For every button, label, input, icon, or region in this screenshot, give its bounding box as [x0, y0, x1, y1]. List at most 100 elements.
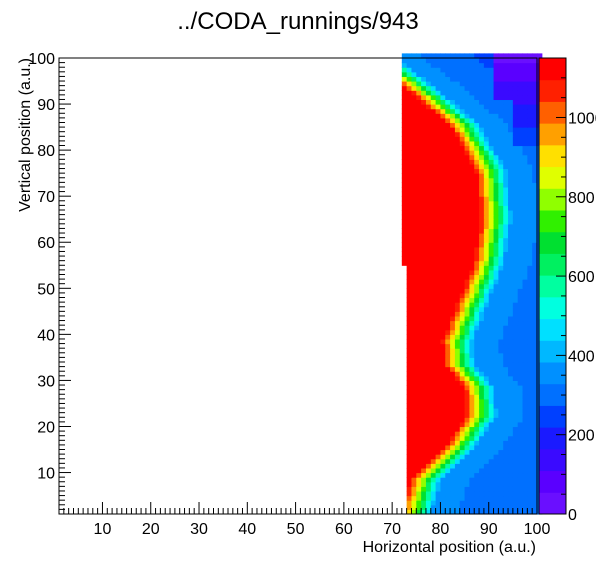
heatmap-cell — [469, 196, 475, 202]
heatmap-cell — [440, 348, 446, 354]
heatmap-cell — [493, 509, 499, 515]
x-tick-label: 40 — [238, 521, 256, 538]
heatmap-cell — [440, 357, 446, 363]
heatmap-cell — [416, 260, 422, 266]
heatmap-cell — [522, 325, 528, 331]
heatmap-cell — [527, 444, 533, 451]
heatmap-cell — [527, 159, 533, 165]
heatmap-cell — [435, 269, 441, 276]
heatmap-cell — [532, 375, 538, 381]
heatmap-cell — [479, 394, 485, 400]
heatmap-cell — [503, 297, 509, 303]
heatmap-cell — [508, 53, 514, 59]
heatmap-cell — [435, 495, 441, 501]
heatmap-cell — [440, 251, 446, 257]
heatmap-cell — [430, 403, 437, 409]
heatmap-cell — [469, 288, 475, 294]
heatmap-cell — [454, 140, 461, 147]
heatmap-cell — [517, 210, 524, 216]
heatmap-cell — [532, 127, 538, 133]
heatmap-cell — [430, 412, 437, 418]
heatmap-cell — [430, 444, 437, 451]
heatmap-cell — [488, 219, 495, 225]
heatmap-cell — [450, 338, 456, 345]
heatmap-cell — [416, 228, 422, 234]
heatmap-cell — [440, 426, 446, 432]
heatmap-cell — [488, 454, 495, 460]
heatmap-cell — [512, 408, 519, 414]
heatmap-cell — [421, 302, 427, 308]
heatmap-cell — [445, 500, 451, 506]
heatmap-cell — [493, 200, 499, 206]
heatmap-cell — [430, 159, 437, 165]
heatmap-cell — [454, 385, 461, 391]
colorbar-segment — [539, 296, 566, 320]
heatmap-cell — [474, 246, 480, 253]
heatmap-cell — [503, 458, 509, 464]
heatmap-cell — [435, 122, 441, 128]
heatmap-cell — [522, 228, 528, 234]
heatmap-cell — [508, 394, 514, 400]
heatmap-cell — [440, 205, 446, 211]
heatmap-cell — [493, 145, 499, 151]
heatmap-cell — [474, 435, 480, 441]
heatmap-cell — [440, 403, 446, 409]
heatmap-cell — [474, 99, 480, 105]
heatmap-cell — [430, 260, 437, 266]
heatmap-cell — [450, 311, 456, 317]
heatmap-cell — [435, 343, 441, 349]
heatmap-cell — [474, 297, 480, 303]
heatmap-cell — [479, 380, 485, 386]
heatmap-cell — [488, 311, 495, 317]
heatmap-cell — [508, 343, 514, 349]
heatmap-cell — [479, 140, 485, 147]
heatmap-cell — [454, 403, 461, 409]
heatmap-cell — [522, 145, 528, 151]
heatmap-cell — [488, 242, 495, 248]
heatmap-cell — [416, 366, 422, 372]
heatmap-cell — [454, 357, 461, 363]
heatmap-cell — [459, 191, 466, 197]
heatmap-cell — [517, 94, 524, 101]
heatmap-cell — [488, 237, 495, 243]
heatmap-cell — [459, 150, 466, 156]
heatmap-cell — [450, 486, 456, 492]
heatmap-cell — [527, 228, 533, 234]
heatmap-cell — [401, 177, 408, 183]
heatmap-cell — [469, 237, 475, 243]
heatmap-cell — [421, 67, 427, 73]
heatmap-cell — [479, 362, 485, 368]
heatmap-cell — [512, 306, 519, 312]
heatmap-cell — [508, 495, 514, 501]
heatmap-cell — [512, 219, 519, 225]
heatmap-cell — [435, 352, 441, 358]
heatmap-cell — [421, 191, 427, 197]
heatmap-cell — [450, 481, 456, 487]
heatmap-cell — [416, 85, 422, 91]
heatmap-cell — [522, 320, 528, 326]
heatmap-cell — [416, 338, 422, 345]
heatmap-cell — [493, 205, 499, 211]
heatmap-cell — [508, 481, 514, 487]
heatmap-cell — [421, 242, 427, 248]
heatmap-cell — [440, 454, 446, 460]
heatmap-cell — [527, 362, 533, 368]
heatmap-cell — [493, 67, 499, 73]
heatmap-cell — [474, 177, 480, 183]
heatmap-cell — [522, 504, 528, 510]
heatmap-cell — [416, 140, 422, 147]
heatmap-cell — [503, 389, 509, 395]
heatmap-cell — [464, 191, 470, 197]
heatmap-cell — [479, 302, 485, 308]
heatmap-cell — [464, 362, 470, 368]
heatmap-cell — [483, 145, 490, 151]
heatmap-cell — [411, 274, 417, 280]
heatmap-cell — [450, 477, 456, 483]
heatmap-cell — [401, 140, 408, 147]
heatmap-cell — [406, 385, 413, 391]
heatmap-cell — [464, 159, 470, 165]
heatmap-cell — [421, 177, 427, 183]
heatmap-cell — [512, 486, 519, 492]
heatmap-cell — [416, 371, 422, 377]
heatmap-cell — [474, 357, 480, 363]
